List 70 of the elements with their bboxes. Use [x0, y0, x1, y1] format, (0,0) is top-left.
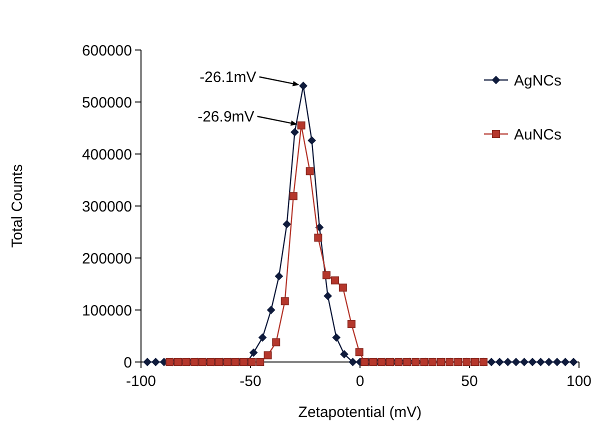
- point: [386, 358, 394, 366]
- point: [249, 348, 258, 357]
- point: [166, 358, 174, 366]
- point: [290, 128, 299, 136]
- point: [369, 358, 378, 366]
- point: [347, 320, 356, 328]
- point: [512, 358, 520, 366]
- legend-label: AgNCs: [514, 72, 562, 90]
- point: [289, 192, 298, 200]
- point: [360, 358, 369, 366]
- point: [231, 358, 240, 366]
- point: [297, 121, 306, 130]
- point: [274, 272, 284, 280]
- point: [495, 358, 504, 366]
- point: [552, 358, 562, 366]
- point: [214, 358, 223, 366]
- x-tick-label: -100: [126, 373, 156, 390]
- x-tick-label: 100: [566, 373, 592, 390]
- point: [206, 358, 215, 366]
- point: [174, 358, 182, 366]
- point: [355, 348, 364, 356]
- y-tick-label: 100000: [82, 302, 132, 320]
- x-axis-title: Zetapotential (mV): [298, 404, 422, 421]
- point: [151, 358, 160, 366]
- point: [561, 358, 570, 366]
- point: [308, 136, 316, 145]
- point: [487, 358, 496, 366]
- point: [536, 358, 545, 366]
- x-tick-label: -50: [240, 373, 262, 390]
- point: [314, 234, 322, 242]
- point: [198, 358, 207, 366]
- point: [182, 358, 190, 366]
- point: [280, 297, 289, 306]
- x-tick-label: 0: [356, 373, 364, 390]
- y-tick-label: 0: [124, 354, 132, 372]
- annotation: -26.9mV: [198, 108, 254, 126]
- y-axis-title: Total Counts: [9, 164, 26, 248]
- point: [299, 82, 308, 90]
- point: [340, 350, 348, 358]
- point: [256, 358, 264, 366]
- point: [520, 358, 528, 366]
- y-tick-label: 300000: [82, 198, 132, 216]
- point: [338, 284, 347, 292]
- y-tick-label: 600000: [82, 42, 132, 60]
- y-tick-label: 200000: [82, 250, 132, 268]
- point: [190, 358, 198, 366]
- point: [332, 333, 341, 342]
- point: [266, 306, 276, 314]
- y-tick-label: 400000: [82, 146, 132, 164]
- point: [143, 358, 152, 366]
- point: [322, 271, 330, 280]
- point: [306, 167, 314, 176]
- point: [282, 220, 292, 228]
- point: [504, 358, 512, 366]
- point: [258, 333, 267, 342]
- point: [272, 338, 280, 346]
- x-tick-label: 50: [461, 373, 478, 390]
- point: [223, 358, 232, 366]
- point: [544, 358, 554, 366]
- point: [378, 358, 386, 366]
- annotation: -26.1mV: [200, 69, 256, 86]
- y-tick-label: 500000: [82, 94, 132, 112]
- point: [528, 358, 537, 366]
- point: [394, 358, 403, 366]
- point: [331, 276, 340, 284]
- point: [324, 292, 332, 300]
- point: [264, 351, 272, 360]
- legend-label: AuNCs: [514, 126, 562, 144]
- point: [240, 358, 248, 366]
- point: [248, 358, 256, 366]
